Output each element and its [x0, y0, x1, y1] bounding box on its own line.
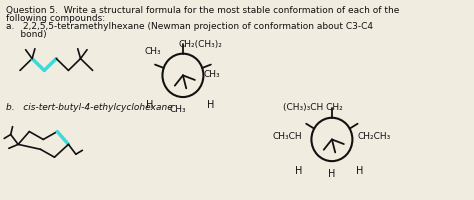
- Text: CH₃CH: CH₃CH: [273, 132, 302, 141]
- Text: H: H: [356, 166, 364, 176]
- Text: H: H: [328, 169, 336, 179]
- Text: CH₂CH₃: CH₂CH₃: [357, 132, 390, 141]
- Text: Question 5.  Write a structural formula for the most stable conformation of each: Question 5. Write a structural formula f…: [6, 6, 400, 15]
- Text: following compounds:: following compounds:: [6, 14, 105, 23]
- Text: a.   2,2,5,5-tetramethylhexane (Newman projection of conformation about C3-C4: a. 2,2,5,5-tetramethylhexane (Newman pro…: [6, 22, 373, 31]
- Text: (CH₃)₃CH CH₂: (CH₃)₃CH CH₂: [283, 103, 343, 112]
- Text: CH₃: CH₃: [203, 70, 220, 79]
- Text: CH₃: CH₃: [145, 47, 162, 56]
- Text: H: H: [146, 100, 153, 110]
- Text: b.   cis-tert-butyl-4-ethylcyclohexane: b. cis-tert-butyl-4-ethylcyclohexane: [6, 103, 173, 112]
- Text: CH₃: CH₃: [170, 105, 187, 114]
- Text: CH₂(CH₃)₂: CH₂(CH₃)₂: [178, 40, 222, 49]
- Text: bond): bond): [6, 30, 46, 39]
- Text: H: H: [295, 166, 302, 176]
- Text: H: H: [207, 100, 215, 110]
